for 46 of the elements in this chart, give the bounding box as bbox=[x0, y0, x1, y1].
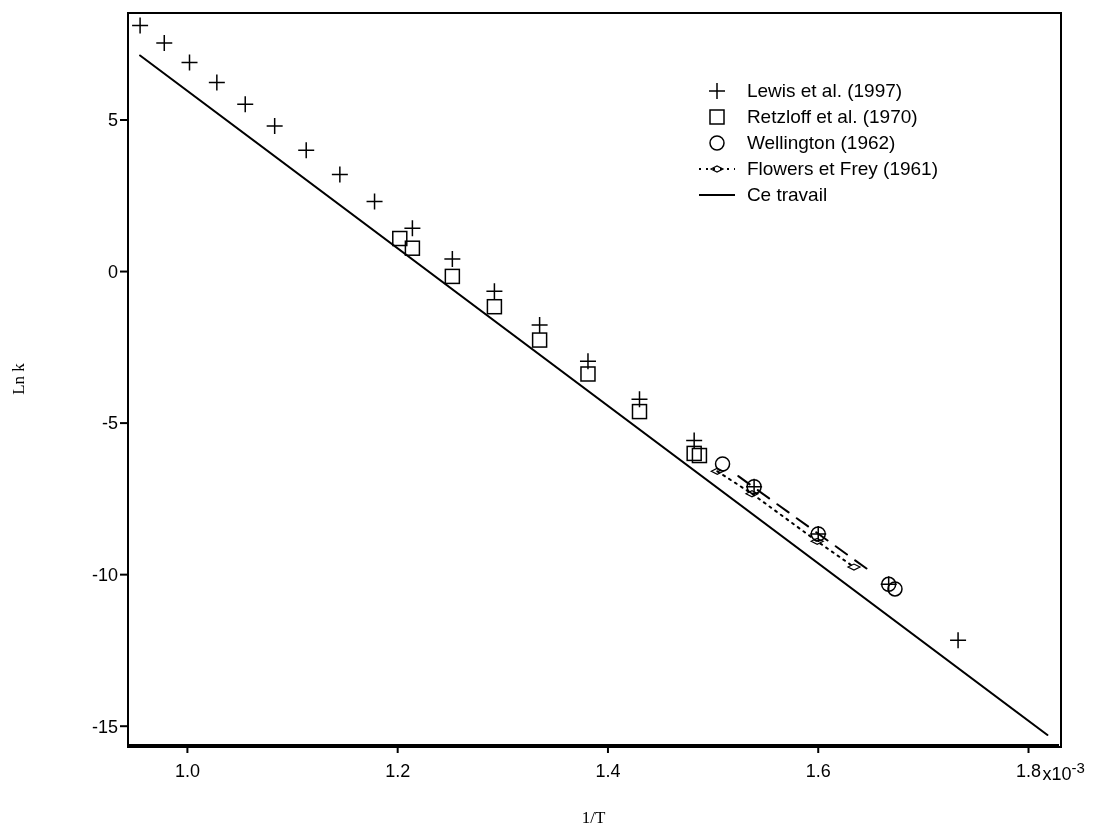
legend-label: Flowers et Frey (1961) bbox=[746, 158, 938, 180]
point bbox=[403, 219, 422, 237]
point bbox=[155, 34, 174, 52]
point bbox=[404, 240, 421, 256]
point bbox=[485, 282, 504, 300]
point bbox=[331, 165, 349, 184]
point bbox=[392, 230, 408, 247]
point bbox=[685, 431, 703, 450]
point bbox=[631, 403, 648, 420]
x-tick-label: 1.2 bbox=[385, 761, 411, 781]
y-tick-label: -5 bbox=[101, 413, 118, 434]
y-tick-label: -15 bbox=[91, 716, 118, 737]
point bbox=[208, 73, 226, 92]
point bbox=[630, 390, 649, 408]
y-axis-title: Ln k bbox=[9, 362, 29, 395]
point bbox=[443, 250, 462, 268]
y-tick-label: -10 bbox=[91, 565, 118, 586]
point bbox=[887, 581, 903, 597]
point bbox=[579, 352, 597, 371]
point bbox=[297, 141, 315, 160]
point bbox=[265, 117, 284, 135]
point bbox=[531, 332, 548, 348]
point bbox=[444, 268, 461, 285]
point bbox=[236, 95, 254, 113]
x-tick-label: 1.6 bbox=[805, 761, 831, 781]
legend-label: Retzloff et al. (1970) bbox=[746, 106, 918, 128]
x-axis-title: 1/T bbox=[581, 808, 606, 827]
x-tick-label: 1.0 bbox=[174, 761, 200, 781]
point bbox=[131, 16, 149, 35]
text: x10$^{-3}$ bbox=[1042, 758, 1085, 785]
legend-label: Ce travail bbox=[746, 184, 828, 206]
y-tick-label: 5 bbox=[107, 110, 118, 131]
legend-label: Lewis et al. (1997) bbox=[746, 80, 903, 102]
point bbox=[714, 456, 731, 472]
legend-label: Wellington (1962) bbox=[746, 132, 896, 154]
point bbox=[580, 366, 596, 382]
point bbox=[949, 631, 967, 649]
point bbox=[486, 298, 503, 315]
y-tick-label: 0 bbox=[107, 261, 118, 282]
x-tick-label: 1.4 bbox=[595, 761, 621, 781]
point bbox=[530, 316, 549, 334]
point bbox=[691, 447, 708, 464]
point bbox=[365, 192, 384, 211]
x-tick-label: 1.8 bbox=[1015, 761, 1042, 781]
point bbox=[180, 53, 199, 72]
point bbox=[686, 445, 702, 462]
